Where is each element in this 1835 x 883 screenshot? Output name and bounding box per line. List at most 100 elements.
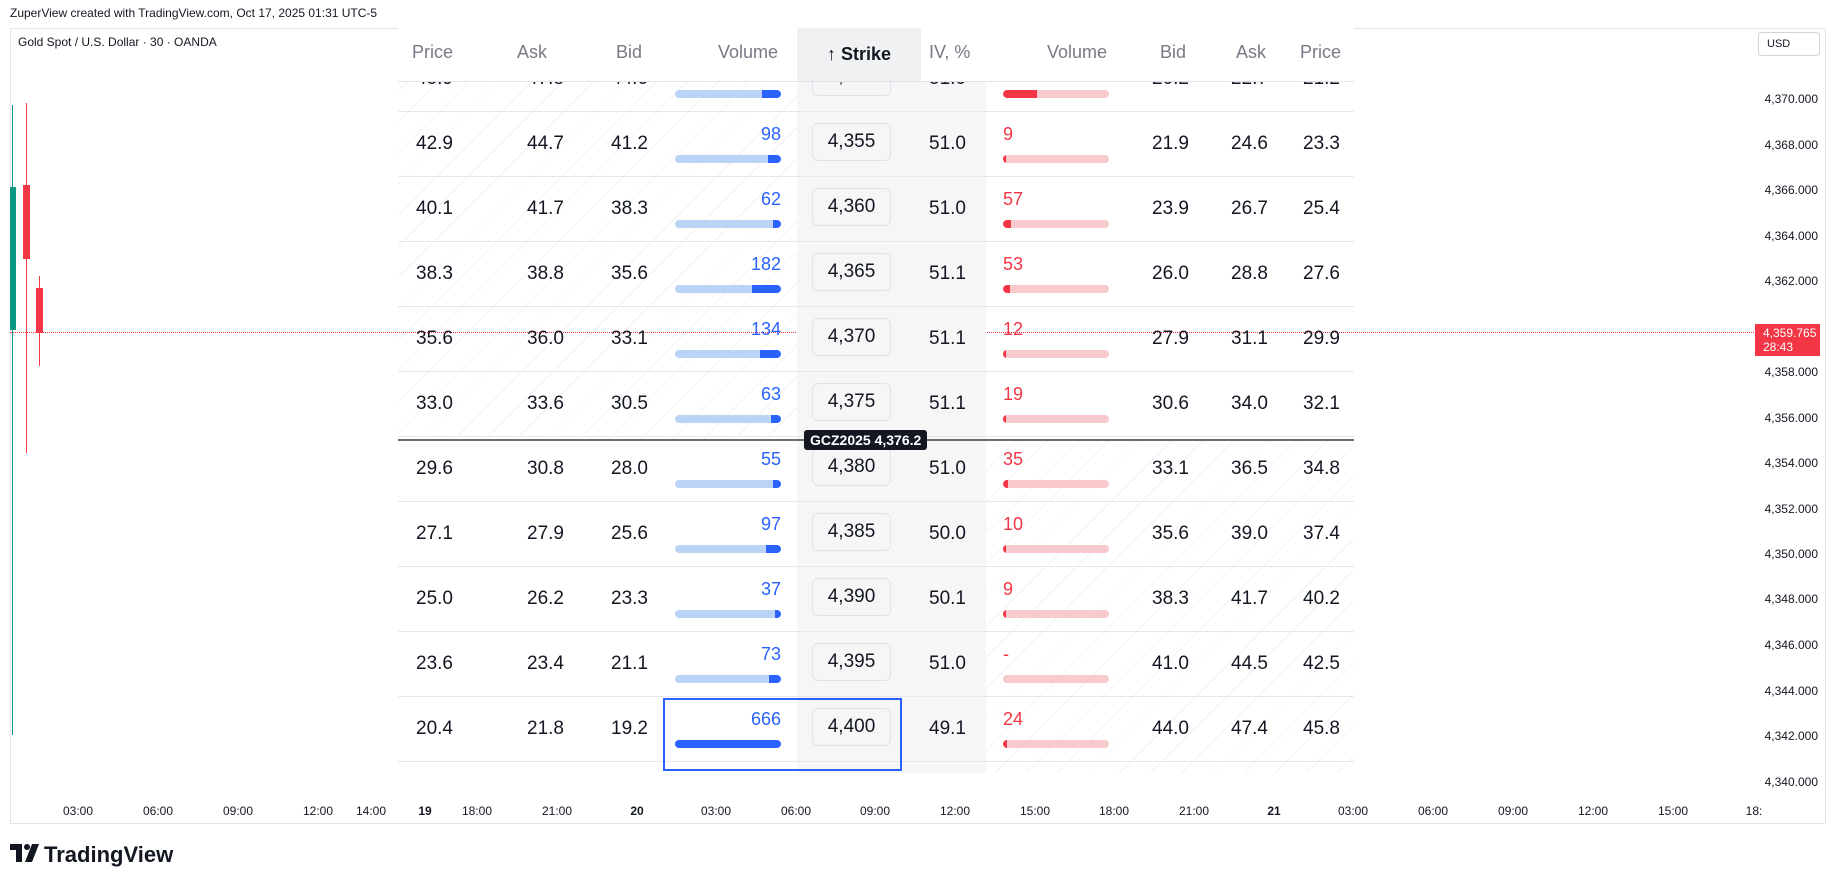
put-bid-cell[interactable]: 26.0 — [1152, 263, 1189, 284]
strike-price[interactable]: 4,385 — [812, 513, 891, 551]
put-price-cell[interactable]: 34.8 — [1303, 458, 1340, 479]
chain-row[interactable]: 29.6 30.8 28.0 51.0 33.1 36.5 34.8 55 4,380 35 — [398, 436, 1354, 502]
header-call-bid[interactable]: Bid — [616, 42, 643, 62]
call-volume-value[interactable]: 63 — [760, 384, 781, 404]
put-bid-cell[interactable]: 23.9 — [1152, 198, 1189, 219]
put-volume-value[interactable]: 57 — [1003, 189, 1024, 209]
strike-price[interactable]: 4,390 — [812, 578, 891, 616]
call-ask-cell[interactable]: 33.6 — [527, 393, 564, 414]
put-price-cell[interactable]: 23.3 — [1303, 133, 1340, 154]
put-ask-cell[interactable]: 31.1 — [1231, 328, 1268, 349]
call-volume-value[interactable]: 182 — [750, 254, 781, 274]
put-volume-value[interactable]: 9 — [1003, 124, 1014, 144]
currency-selector[interactable]: USD — [1758, 32, 1820, 56]
call-ask-cell[interactable]: 30.8 — [527, 458, 564, 479]
call-bid-cell[interactable]: 21.1 — [611, 653, 648, 674]
time-axis[interactable]: 03:00 06:00 09:00 12:00 14:00 19 18:00 21:00 20 0… — [10, 800, 1762, 824]
put-volume-value[interactable]: 53 — [1003, 254, 1024, 274]
put-bid-cell[interactable]: 33.1 — [1152, 458, 1189, 479]
header-strike[interactable]: ↑ Strike — [797, 28, 921, 81]
header-put-bid[interactable]: Bid — [1160, 42, 1187, 62]
call-bid-cell[interactable]: 25.6 — [611, 523, 648, 544]
strike-price[interactable]: 4,395 — [812, 643, 891, 681]
iv-cell[interactable]: 50.0 — [929, 523, 966, 544]
chain-row[interactable]: 40.1 41.7 38.3 51.0 23.9 26.7 25.4 62 4,360 57 — [398, 176, 1354, 242]
put-ask-cell[interactable]: 39.0 — [1231, 523, 1268, 544]
put-bid-cell[interactable]: 35.6 — [1152, 523, 1189, 544]
price-axis[interactable]: 4,370.000 4,368.000 4,366.000 4,364.000 4,36… — [1756, 28, 1826, 800]
call-ask-cell[interactable]: 23.4 — [527, 653, 564, 674]
put-volume-value[interactable]: 12 — [1003, 319, 1024, 339]
strike-price[interactable]: 4,380 — [812, 448, 891, 486]
header-put-volume[interactable]: Volume — [1047, 42, 1108, 62]
put-price-cell[interactable]: 29.9 — [1303, 328, 1340, 349]
put-ask-cell[interactable]: 28.8 — [1231, 263, 1268, 284]
symbol-title[interactable]: Gold Spot / U.S. Dollar · 30 · OANDA — [18, 35, 217, 49]
iv-cell[interactable]: 51.1 — [929, 393, 966, 414]
chain-row[interactable]: 35.6 36.0 33.1 51.1 27.9 31.1 29.9 134 4,370 12 — [398, 306, 1354, 372]
call-volume-value[interactable]: 98 — [760, 124, 781, 144]
put-price-cell[interactable]: 45.8 — [1303, 718, 1340, 739]
header-iv[interactable]: IV, % — [929, 42, 971, 62]
call-bid-cell[interactable]: 41.2 — [611, 133, 648, 154]
iv-cell[interactable]: 51.0 — [929, 133, 966, 154]
call-price-cell[interactable]: 38.3 — [416, 263, 453, 284]
call-bid-cell[interactable]: 35.6 — [611, 263, 648, 284]
call-price-cell[interactable]: 25.0 — [416, 588, 453, 609]
put-volume-value[interactable]: 9 — [1003, 579, 1014, 599]
put-ask-cell[interactable]: 24.6 — [1231, 133, 1268, 154]
chain-row[interactable]: 38.3 38.8 35.6 51.1 26.0 28.8 27.6 182 4,365 53 — [398, 241, 1354, 307]
iv-cell[interactable]: 50.1 — [929, 588, 966, 609]
header-call-price[interactable]: Price — [412, 42, 454, 62]
tradingview-logo[interactable]: TradingView — [10, 842, 173, 868]
put-bid-cell[interactable]: 44.0 — [1152, 718, 1189, 739]
call-price-cell[interactable]: 20.4 — [416, 718, 453, 739]
call-ask-cell[interactable]: 21.8 — [527, 718, 564, 739]
put-bid-cell[interactable]: 27.9 — [1152, 328, 1189, 349]
iv-cell[interactable]: 51.1 — [929, 263, 966, 284]
call-volume-value[interactable]: 55 — [760, 449, 781, 469]
call-bid-cell[interactable]: 38.3 — [611, 198, 648, 219]
chain-row[interactable]: 27.1 27.9 25.6 50.0 35.6 39.0 37.4 97 4,385 10 — [398, 501, 1354, 567]
put-ask-cell[interactable]: 36.5 — [1231, 458, 1268, 479]
put-bid-cell[interactable]: 38.3 — [1152, 588, 1189, 609]
header-put-ask[interactable]: Ask — [1236, 42, 1267, 62]
put-price-cell[interactable]: 42.5 — [1303, 653, 1340, 674]
put-ask-cell[interactable]: 34.0 — [1231, 393, 1268, 414]
call-price-cell[interactable]: 23.6 — [416, 653, 453, 674]
call-price-cell[interactable]: 29.6 — [416, 458, 453, 479]
put-bid-cell[interactable]: 30.6 — [1152, 393, 1189, 414]
put-volume-value[interactable]: 24 — [1003, 709, 1024, 729]
iv-cell[interactable]: 51.1 — [929, 328, 966, 349]
put-volume-value[interactable]: 10 — [1003, 514, 1024, 534]
strike-price[interactable]: 4,400 — [812, 708, 891, 746]
chain-row[interactable]: 25.0 26.2 23.3 50.1 38.3 41.7 40.2 37 4,390 9 — [398, 566, 1354, 632]
put-price-cell[interactable]: 25.4 — [1303, 198, 1340, 219]
put-volume-value[interactable]: 35 — [1003, 449, 1024, 469]
call-volume-value[interactable]: 666 — [750, 709, 781, 729]
strike-price[interactable]: 4,375 — [812, 383, 891, 421]
put-ask-cell[interactable]: 47.4 — [1231, 718, 1268, 739]
call-ask-cell[interactable]: 44.7 — [527, 133, 564, 154]
put-bid-cell[interactable]: 41.0 — [1152, 653, 1189, 674]
iv-cell[interactable]: 51.0 — [929, 653, 966, 674]
chain-row[interactable]: 23.6 23.4 21.1 51.0 41.0 44.5 42.5 73 4,395 - — [398, 631, 1354, 697]
call-ask-cell[interactable]: 38.8 — [527, 263, 564, 284]
call-ask-cell[interactable]: 26.2 — [527, 588, 564, 609]
iv-cell[interactable]: 49.1 — [929, 718, 966, 739]
call-bid-cell[interactable]: 30.5 — [611, 393, 648, 414]
call-bid-cell[interactable]: 19.2 — [611, 718, 648, 739]
call-ask-cell[interactable]: 41.7 — [527, 198, 564, 219]
call-price-cell[interactable]: 33.0 — [416, 393, 453, 414]
put-volume-value[interactable]: - — [1003, 644, 1009, 664]
put-ask-cell[interactable]: 44.5 — [1231, 653, 1268, 674]
call-volume-value[interactable]: 73 — [760, 644, 781, 664]
put-volume-value[interactable]: 19 — [1003, 384, 1024, 404]
iv-cell[interactable]: 51.0 — [929, 198, 966, 219]
header-call-volume[interactable]: Volume — [718, 42, 779, 62]
strike-price[interactable]: 4,365 — [812, 253, 891, 291]
call-price-cell[interactable]: 27.1 — [416, 523, 453, 544]
put-bid-cell[interactable]: 21.9 — [1152, 133, 1189, 154]
put-price-cell[interactable]: 40.2 — [1303, 588, 1340, 609]
call-price-cell[interactable]: 40.1 — [416, 198, 453, 219]
